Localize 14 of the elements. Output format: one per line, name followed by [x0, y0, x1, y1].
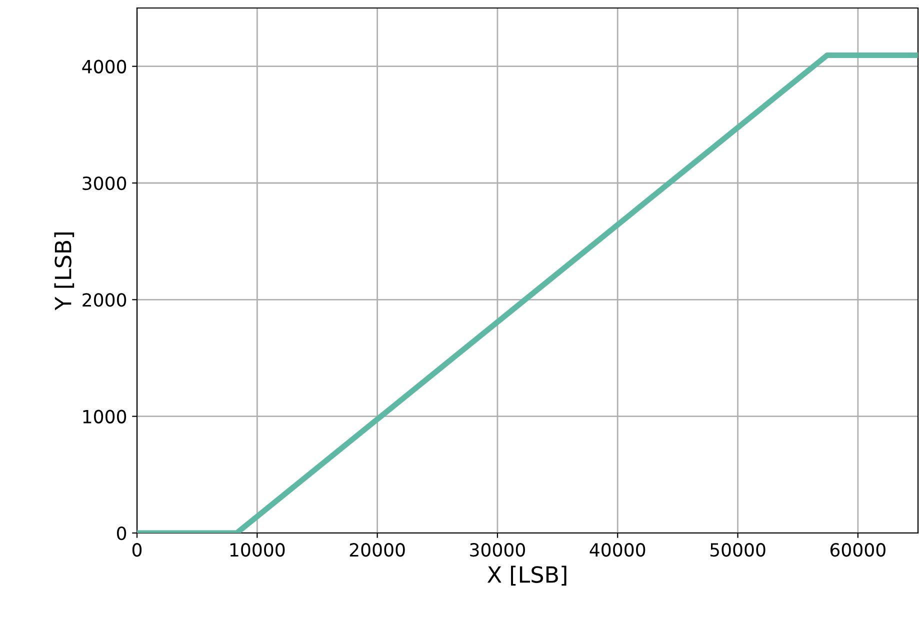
y-axis-title: Y [LSB]: [54, 232, 74, 310]
x-tick-label: 0: [132, 543, 142, 557]
x-tick-label: 60000: [830, 543, 886, 557]
y-tick-label: 2000: [82, 293, 126, 307]
x-tick-label: 40000: [590, 543, 646, 557]
x-tick-label: 30000: [470, 543, 525, 557]
y-tick-label: 1000: [83, 410, 126, 424]
y-tick-label: 0: [116, 526, 126, 540]
x-tick-label: 20000: [350, 543, 405, 557]
x-axis-title: X [LSB]: [487, 566, 566, 586]
x-tick-label: 50000: [710, 543, 766, 557]
y-tick-label: 4000: [82, 60, 126, 74]
x-tick-label: 10000: [230, 543, 285, 557]
y-tick-label: 3000: [82, 176, 126, 190]
